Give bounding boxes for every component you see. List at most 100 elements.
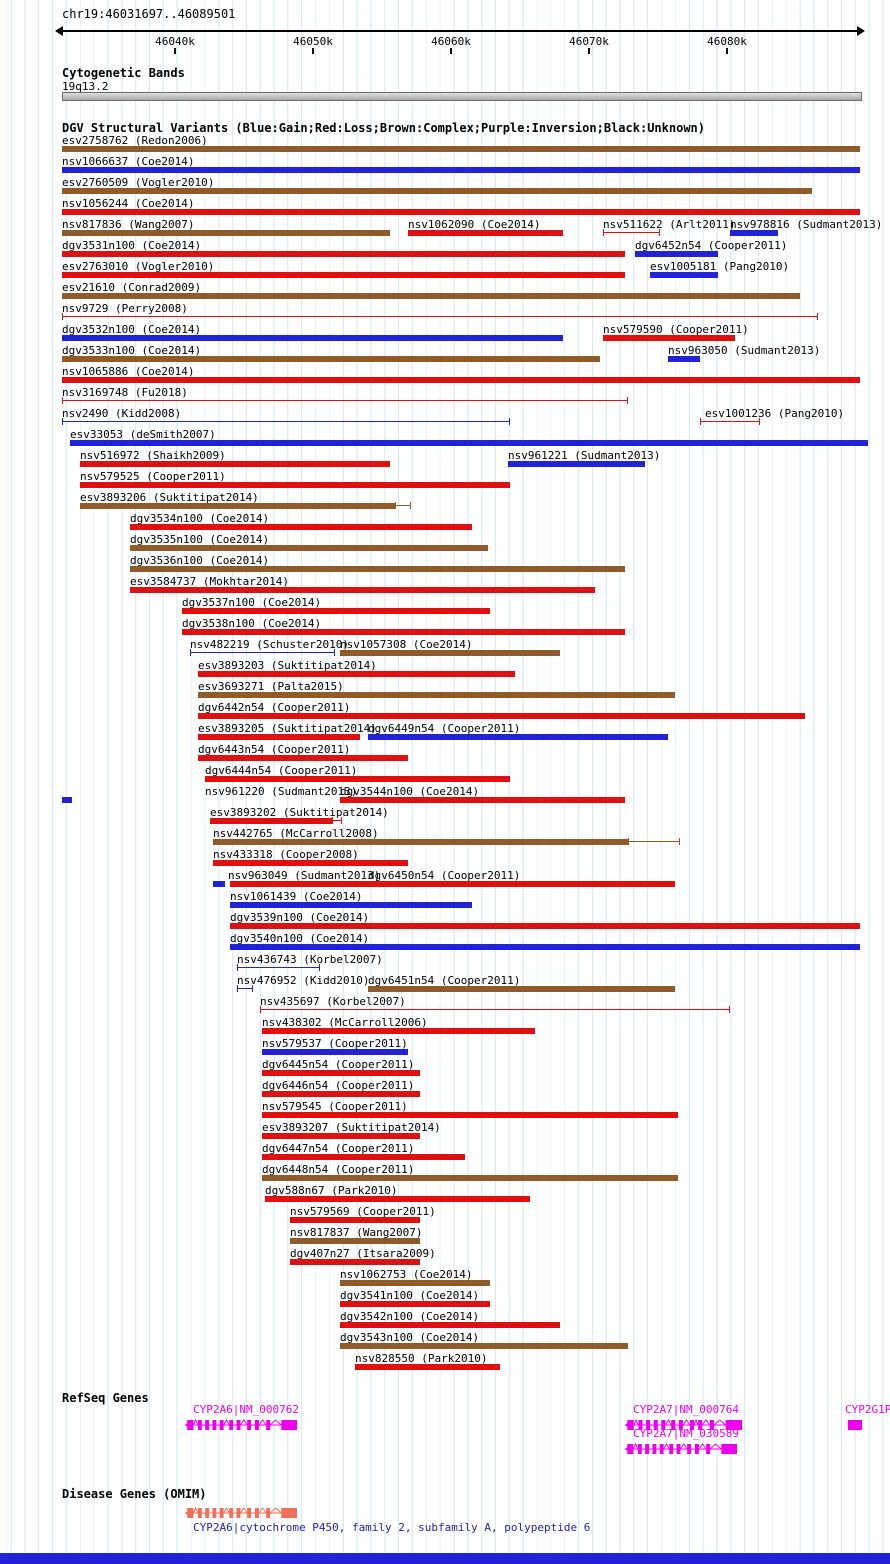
variant-bar[interactable] [80, 461, 390, 467]
variant-label[interactable]: dgv407n27 (Itsara2009) [290, 1247, 436, 1260]
variant-bar[interactable] [182, 608, 490, 614]
variant-bar[interactable] [230, 923, 860, 929]
variant-bar[interactable] [340, 797, 625, 803]
variant-label[interactable]: esv3893203 (Suktitipat2014) [198, 659, 377, 672]
variant-label[interactable]: nsv978816 (Sudmant2013) [730, 218, 883, 231]
variant-label[interactable]: dgv6445n54 (Cooper2011) [262, 1058, 415, 1071]
variant-bar[interactable] [198, 734, 360, 740]
variant-bar[interactable] [262, 1133, 420, 1139]
variant-label[interactable]: nsv961221 (Sudmant2013) [508, 449, 661, 462]
variant-bar[interactable] [340, 1280, 490, 1286]
variant-label[interactable]: dgv6448n54 (Cooper2011) [262, 1163, 415, 1176]
variant-bar[interactable] [368, 986, 675, 992]
variant-label[interactable]: nsv476952 (Kidd2010) [237, 974, 370, 987]
variant-label[interactable]: dgv3538n100 (Coe2014) [182, 617, 322, 630]
variant-label[interactable]: dgv3544n100 (Coe2014) [340, 785, 480, 798]
variant-label[interactable]: nsv579537 (Cooper2011) [262, 1037, 408, 1050]
variant-bar[interactable] [262, 1049, 408, 1055]
variant-label[interactable]: dgv6452n54 (Cooper2011) [635, 239, 788, 252]
variant-label[interactable]: dgv3543n100 (Coe2014) [340, 1331, 480, 1344]
variant-bar[interactable] [262, 1154, 465, 1160]
variant-bar[interactable] [70, 440, 868, 446]
variant-bar[interactable] [210, 818, 332, 824]
variant-range-line[interactable] [395, 502, 411, 509]
variant-bar[interactable] [62, 230, 390, 236]
variant-bar[interactable] [182, 629, 625, 635]
variant-label[interactable]: dgv3540n100 (Coe2014) [230, 932, 370, 945]
variant-label[interactable]: esv3893205 (Suktitipat2014) [198, 722, 377, 735]
variant-label[interactable]: dgv3534n100 (Coe2014) [130, 512, 270, 525]
variant-label[interactable]: nsv579569 (Cooper2011) [290, 1205, 436, 1218]
variant-label[interactable]: dgv3539n100 (Coe2014) [230, 911, 370, 924]
variant-bar[interactable] [668, 356, 700, 362]
variant-range-line[interactable] [237, 985, 253, 992]
variant-range-line[interactable] [332, 817, 342, 824]
variant-bar[interactable] [262, 1091, 420, 1097]
variant-bar[interactable] [130, 524, 472, 530]
variant-bar[interactable] [213, 881, 225, 887]
variant-bar[interactable] [130, 545, 488, 551]
variant-range-line[interactable] [700, 418, 760, 425]
variant-bar[interactable] [262, 1028, 535, 1034]
variant-label[interactable]: esv2758762 (Redon2006) [62, 134, 208, 147]
variant-bar[interactable] [290, 1259, 420, 1265]
variant-range-line[interactable] [237, 964, 320, 971]
refseq-gene-glyph[interactable] [185, 1416, 297, 1430]
refseq-gene-label[interactable]: CYP2A7|NM_030589 [633, 1427, 739, 1440]
refseq-gene-glyph[interactable] [625, 1440, 737, 1454]
variant-label[interactable]: nsv1057308 (Coe2014) [340, 638, 473, 651]
variant-bar[interactable] [198, 713, 805, 719]
variant-label[interactable]: dgv6449n54 (Cooper2011) [368, 722, 521, 735]
variant-label[interactable]: esv1005181 (Pang2010) [650, 260, 790, 273]
variant-label[interactable]: nsv579590 (Cooper2011) [603, 323, 749, 336]
variant-label[interactable]: dgv6447n54 (Cooper2011) [262, 1142, 415, 1155]
variant-label[interactable]: dgv3533n100 (Coe2014) [62, 344, 202, 357]
variant-label[interactable]: nsv1062753 (Coe2014) [340, 1268, 473, 1281]
refseq-gene-label[interactable]: CYP2A6|NM_000762 [193, 1403, 299, 1416]
variant-label[interactable]: nsv1065886 (Coe2014) [62, 365, 195, 378]
variant-bar[interactable] [290, 1238, 420, 1244]
variant-range-line[interactable] [190, 649, 335, 656]
variant-label[interactable]: nsv436743 (Korbel2007) [237, 953, 383, 966]
variant-bar[interactable] [62, 209, 860, 215]
cytoband-bar[interactable] [62, 92, 862, 101]
variant-label[interactable]: nsv442765 (McCarroll2008) [213, 827, 379, 840]
variant-range-line[interactable] [62, 418, 510, 425]
variant-label[interactable]: nsv579545 (Cooper2011) [262, 1100, 408, 1113]
variant-range-line[interactable] [260, 1006, 730, 1013]
variant-bar[interactable] [62, 272, 625, 278]
variant-bar[interactable] [230, 944, 860, 950]
variant-label[interactable]: nsv435697 (Korbel2007) [260, 995, 406, 1008]
variant-label[interactable]: nsv1066637 (Coe2014) [62, 155, 195, 168]
refseq-gene-label[interactable]: CYP2G1P [845, 1403, 890, 1416]
variant-label[interactable]: nsv433318 (Cooper2008) [213, 848, 359, 861]
variant-label[interactable]: esv33053 (deSmith2007) [70, 428, 216, 441]
variant-bar[interactable] [730, 230, 778, 236]
variant-bar[interactable] [340, 1322, 560, 1328]
variant-bar[interactable] [603, 335, 735, 341]
variant-label[interactable]: esv2763010 (Vogler2010) [62, 260, 215, 273]
variant-label[interactable]: esv21610 (Conrad2009) [62, 281, 202, 294]
variant-label[interactable]: dgv6446n54 (Cooper2011) [262, 1079, 415, 1092]
variant-bar[interactable] [262, 1112, 678, 1118]
variant-bar[interactable] [62, 356, 600, 362]
refseq-gene-glyph[interactable] [848, 1416, 862, 1430]
variant-label[interactable]: nsv9729 (Perry2008) [62, 302, 188, 315]
variant-label[interactable]: esv3893206 (Suktitipat2014) [80, 491, 259, 504]
variant-bar[interactable] [80, 482, 510, 488]
variant-label[interactable]: nsv511622 (Arlt2011) [603, 218, 736, 231]
variant-label[interactable]: dgv3537n100 (Coe2014) [182, 596, 322, 609]
variant-label[interactable]: dgv3536n100 (Coe2014) [130, 554, 270, 567]
variant-bar[interactable] [62, 377, 860, 383]
variant-label[interactable]: nsv961220 (Sudmant2013) [205, 785, 358, 798]
variant-bar[interactable] [340, 1343, 628, 1349]
variant-label[interactable]: esv3893207 (Suktitipat2014) [262, 1121, 441, 1134]
refseq-gene-label[interactable]: CYP2A7|NM_000764 [633, 1403, 739, 1416]
variant-bar[interactable] [205, 776, 510, 782]
variant-range-line[interactable] [603, 229, 660, 236]
variant-label[interactable]: nsv963050 (Sudmant2013) [668, 344, 821, 357]
variant-label[interactable]: esv2760509 (Vogler2010) [62, 176, 215, 189]
variant-label[interactable]: esv1001236 (Pang2010) [705, 407, 845, 420]
variant-label[interactable]: nsv817837 (Wang2007) [290, 1226, 423, 1239]
variant-label[interactable]: esv3693271 (Palta2015) [198, 680, 344, 693]
